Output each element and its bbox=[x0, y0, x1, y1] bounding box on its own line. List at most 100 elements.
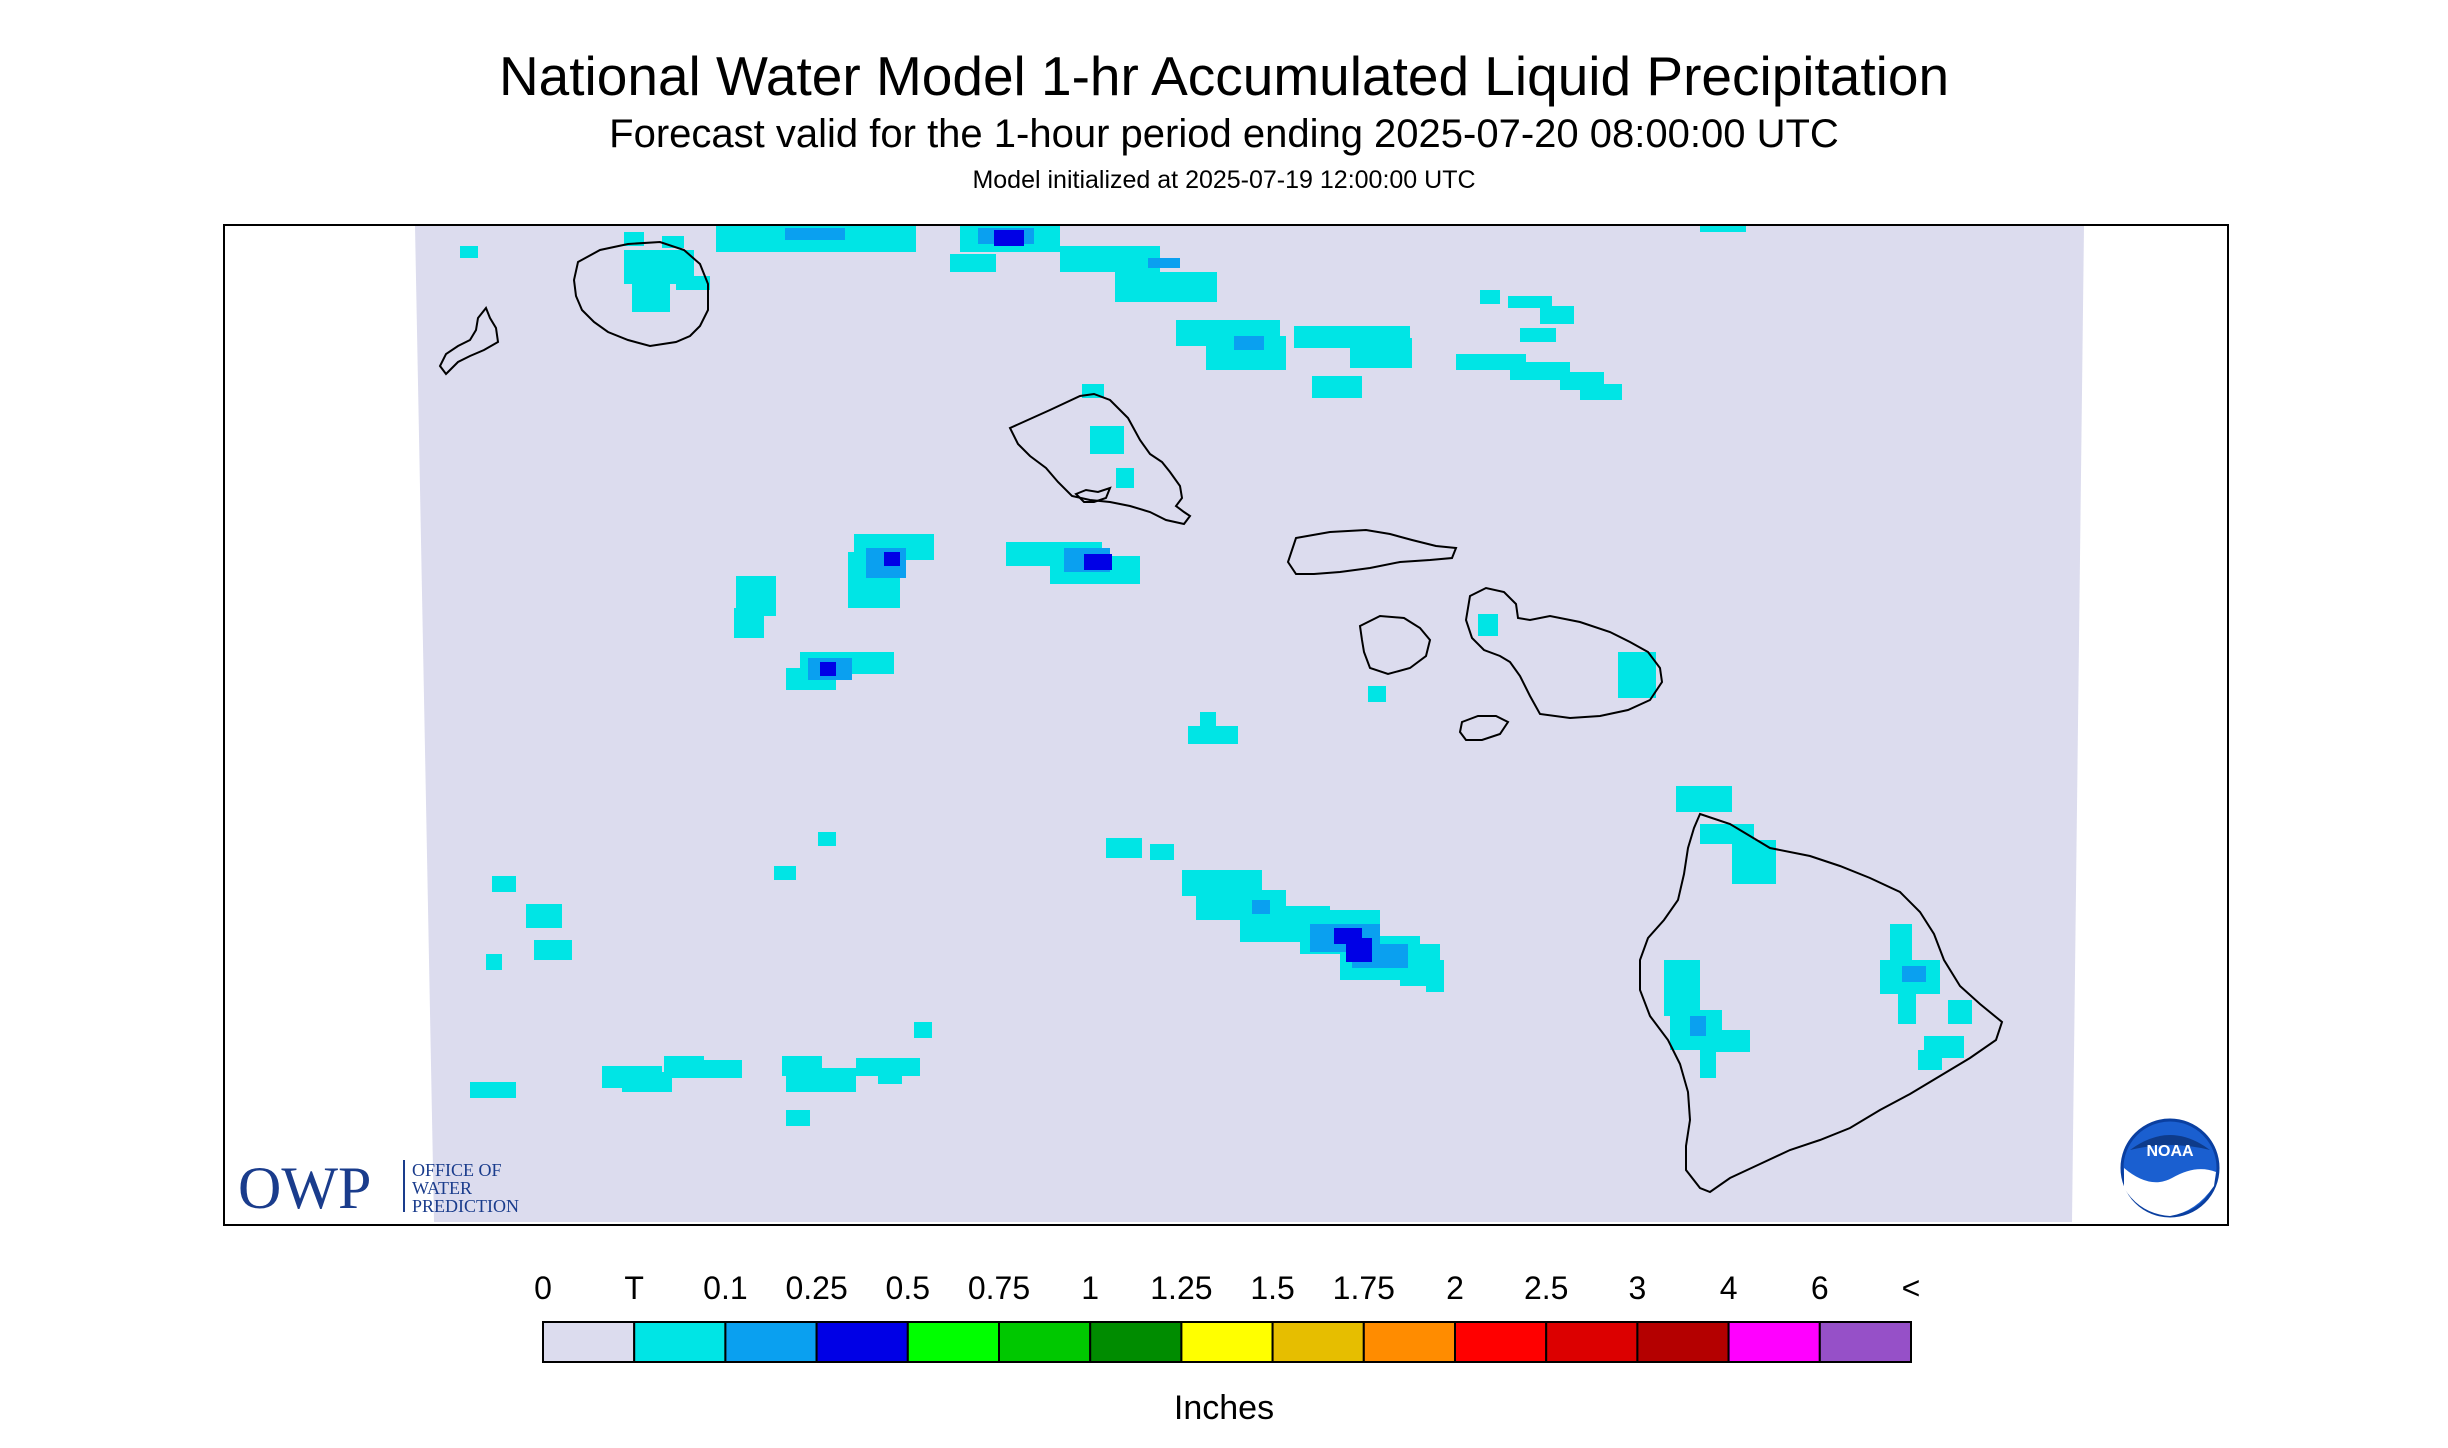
precip-cell bbox=[1150, 844, 1174, 860]
owp-logo-text: OWP bbox=[238, 1155, 371, 1221]
colorbar-tick-label: 1.25 bbox=[1150, 1270, 1213, 1306]
precip-cell bbox=[785, 228, 845, 240]
model-initialized-label: Model initialized at 2025-07-19 12:00:00… bbox=[972, 166, 1476, 194]
map-subtitle: Forecast valid for the 1-hour period end… bbox=[609, 112, 1839, 156]
colorbar-tick-label: 4 bbox=[1719, 1270, 1738, 1306]
coastline-kauai bbox=[572, 240, 709, 348]
precip-cell bbox=[1700, 824, 1754, 844]
precip-cell bbox=[1700, 226, 1746, 232]
precip-cell bbox=[856, 1058, 920, 1076]
map-title: National Water Model 1-hr Accumulated Li… bbox=[498, 45, 1950, 107]
colorbar-tick-label: 6 bbox=[1810, 1270, 1829, 1306]
colorbar-tick-label: 1.5 bbox=[1250, 1270, 1295, 1306]
precip-cell bbox=[1890, 924, 1912, 964]
colorbar-swatch bbox=[724, 1321, 818, 1363]
precip-cell bbox=[1090, 426, 1124, 454]
precip-cell bbox=[1478, 614, 1498, 636]
precip-cell bbox=[676, 276, 710, 290]
precip-cell bbox=[1312, 376, 1362, 398]
colorbar-tick-label: 0.25 bbox=[785, 1270, 848, 1306]
owp-logo-line2: WATER bbox=[412, 1178, 472, 1198]
precip-cell bbox=[1618, 652, 1656, 698]
precip-cell bbox=[786, 1068, 856, 1092]
colorbar-tick-label: 0.1 bbox=[703, 1270, 748, 1306]
precip-cell bbox=[1480, 290, 1500, 304]
precip-cell bbox=[526, 904, 562, 928]
precip-cell bbox=[884, 552, 900, 566]
colorbar-tick-label: 1.75 bbox=[1332, 1270, 1395, 1306]
precip-cell bbox=[1456, 354, 1526, 370]
coastline-kahoolawe bbox=[1458, 715, 1510, 741]
precip-cell bbox=[700, 1060, 742, 1078]
colorbar-tick-label: 1 bbox=[1081, 1270, 1100, 1306]
precip-cell bbox=[460, 246, 478, 258]
colorbar-swatch bbox=[1089, 1321, 1183, 1363]
precip-cell bbox=[1508, 296, 1552, 308]
precip-cell bbox=[878, 1070, 902, 1084]
precip-cell bbox=[1898, 994, 1916, 1024]
noaa-logo: NOAA bbox=[2120, 1118, 2220, 1218]
colorbar bbox=[542, 1321, 1913, 1363]
colorbar-swatch bbox=[1362, 1321, 1457, 1363]
coastline-pearl-harbor bbox=[1074, 486, 1112, 503]
precip-cell bbox=[622, 1072, 672, 1092]
coastline-niihau bbox=[438, 306, 500, 376]
colorbar-swatch bbox=[542, 1321, 636, 1363]
precip-cell bbox=[818, 832, 836, 846]
precip-cell bbox=[914, 1022, 932, 1038]
colorbar-swatch bbox=[1818, 1321, 1913, 1363]
colorbar-swatch bbox=[1454, 1321, 1548, 1363]
colorbar-swatch bbox=[815, 1321, 909, 1363]
precip-cell bbox=[994, 230, 1024, 246]
precip-cell bbox=[1902, 966, 1926, 982]
precip-cell bbox=[1540, 306, 1574, 324]
noaa-logo-text: NOAA bbox=[2146, 1143, 2194, 1160]
coastline-molokai bbox=[1286, 528, 1458, 575]
precip-cell bbox=[1200, 712, 1216, 728]
colorbar-tick-label: 0 bbox=[534, 1270, 552, 1306]
colorbar-swatch bbox=[1727, 1321, 1821, 1363]
precip-cell bbox=[820, 662, 836, 676]
precip-cell bbox=[1148, 258, 1180, 268]
owp-logo: OWP OFFICE OF WATER PREDICTION bbox=[238, 1155, 519, 1221]
precip-cell bbox=[1700, 1050, 1716, 1078]
precip-cell bbox=[734, 608, 764, 638]
precip-cell bbox=[1084, 554, 1112, 570]
precip-cell bbox=[1368, 686, 1386, 702]
colorbar-tick-label: 3 bbox=[1628, 1270, 1647, 1306]
colorbar-tick-label: 0.5 bbox=[885, 1270, 931, 1306]
colorbar-swatch bbox=[1180, 1321, 1274, 1363]
precip-cell bbox=[1346, 938, 1372, 962]
precip-cell bbox=[1188, 726, 1238, 744]
colorbar-units-label: Inches bbox=[1173, 1389, 1275, 1427]
precip-cell bbox=[1700, 1030, 1750, 1052]
colorbar-swatch bbox=[1271, 1321, 1365, 1363]
colorbar-tick-label: < bbox=[1901, 1270, 1921, 1306]
colorbar-swatch bbox=[906, 1321, 1000, 1363]
precip-cell bbox=[664, 1056, 704, 1078]
colorbar-tick-label: 2 bbox=[1446, 1270, 1464, 1306]
colorbar-tick-label: T bbox=[624, 1270, 644, 1306]
precip-cell bbox=[632, 284, 670, 312]
precip-cell bbox=[534, 940, 572, 960]
precip-cell bbox=[950, 254, 996, 272]
precip-cell bbox=[1350, 338, 1412, 368]
precip-cell bbox=[1948, 1000, 1972, 1024]
precip-cell bbox=[1676, 786, 1732, 812]
colorbar-tick-label: 0.75 bbox=[967, 1270, 1031, 1306]
precip-cell bbox=[1918, 1050, 1942, 1070]
colorbar-tick-label: 2.5 bbox=[1523, 1270, 1569, 1306]
coastline-oahu bbox=[1008, 392, 1192, 526]
precip-cell bbox=[492, 876, 516, 892]
precip-cell bbox=[470, 1082, 516, 1098]
precip-cell bbox=[1234, 336, 1264, 350]
precip-cell bbox=[486, 954, 502, 970]
precip-cell bbox=[1115, 272, 1217, 302]
precip-cell bbox=[1520, 328, 1556, 342]
precip-cell bbox=[786, 1110, 810, 1126]
coastline-hawaii bbox=[1639, 812, 2004, 1194]
precip-cell bbox=[1252, 900, 1270, 914]
colorbar-swatch bbox=[1545, 1321, 1639, 1363]
precip-cell bbox=[1664, 960, 1700, 1016]
